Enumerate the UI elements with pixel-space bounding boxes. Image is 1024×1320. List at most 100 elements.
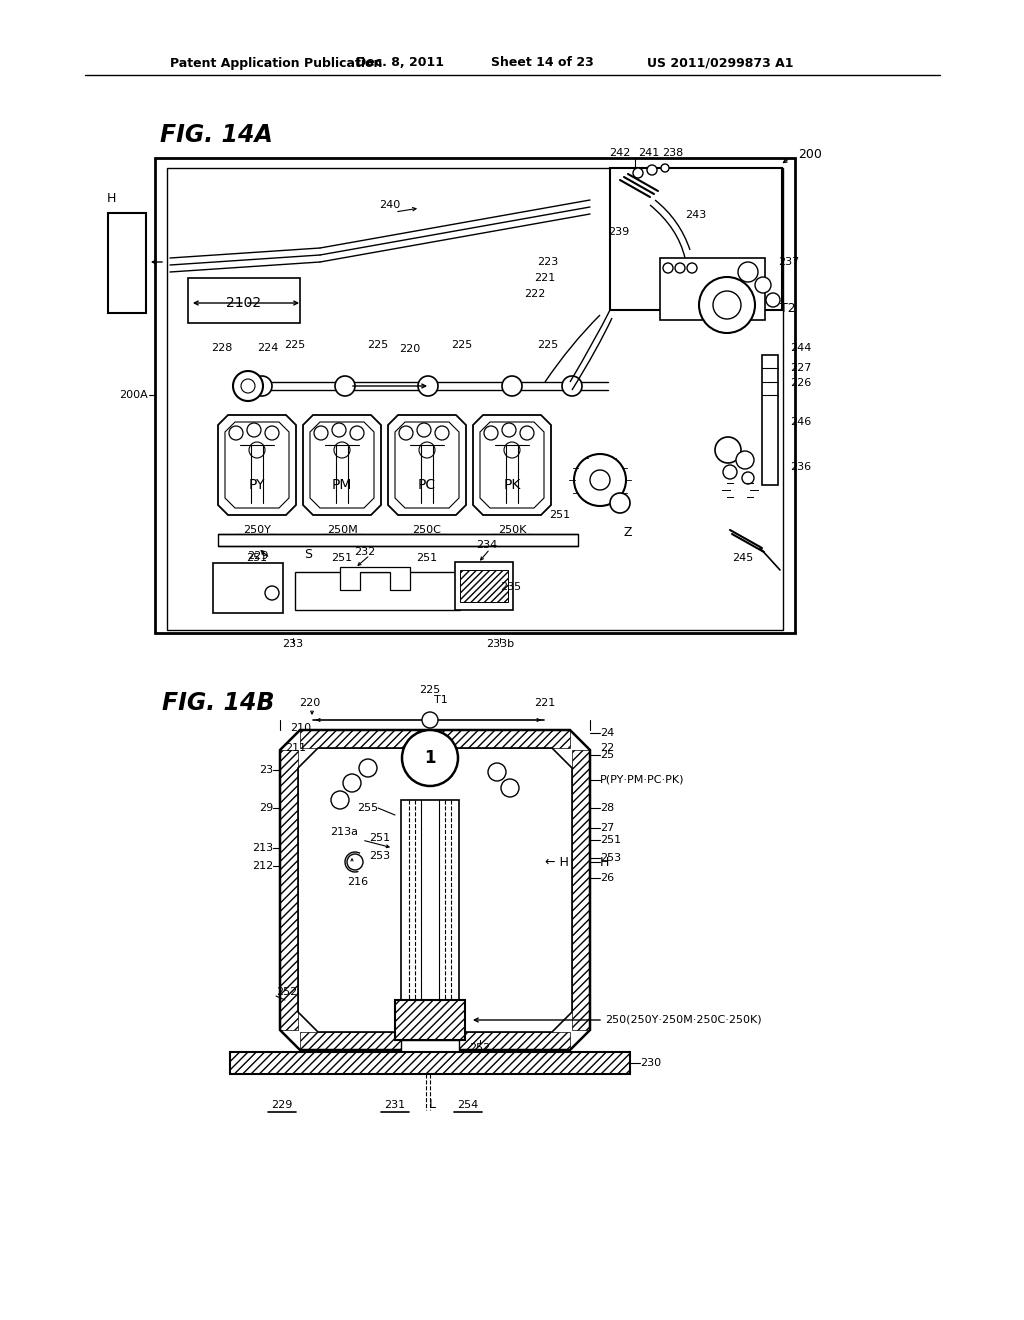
Text: 234: 234 — [476, 540, 498, 550]
Text: 28: 28 — [600, 803, 614, 813]
Text: 253: 253 — [369, 851, 390, 861]
Text: US 2011/0299873 A1: US 2011/0299873 A1 — [647, 57, 794, 70]
Text: T2: T2 — [780, 301, 796, 314]
Circle shape — [590, 470, 610, 490]
Circle shape — [241, 379, 255, 393]
Circle shape — [647, 165, 657, 176]
Text: 222: 222 — [524, 289, 546, 300]
Bar — [167, 168, 783, 630]
Text: 240: 240 — [379, 201, 400, 210]
Text: H: H — [600, 855, 609, 869]
Text: 210: 210 — [290, 723, 311, 733]
Bar — [213, 564, 283, 612]
Bar — [610, 168, 782, 310]
Circle shape — [435, 426, 449, 440]
Text: 232: 232 — [354, 546, 376, 557]
Bar — [108, 213, 146, 313]
Text: Dec. 8, 2011: Dec. 8, 2011 — [356, 57, 444, 70]
Polygon shape — [280, 730, 590, 1049]
Text: PM: PM — [332, 478, 352, 492]
Circle shape — [755, 277, 771, 293]
Text: 246: 246 — [790, 417, 811, 426]
Text: 216: 216 — [347, 876, 369, 887]
Polygon shape — [340, 568, 410, 590]
Bar — [300, 730, 570, 748]
Text: 225: 225 — [538, 341, 559, 350]
Text: H: H — [106, 191, 117, 205]
Circle shape — [488, 763, 506, 781]
Bar — [188, 279, 300, 323]
Polygon shape — [473, 414, 551, 515]
Circle shape — [502, 422, 516, 437]
Text: 26: 26 — [600, 873, 614, 883]
Text: 22: 22 — [600, 743, 614, 752]
Polygon shape — [303, 414, 381, 515]
Text: 237: 237 — [778, 257, 800, 267]
Text: 229: 229 — [271, 1100, 293, 1110]
Circle shape — [713, 290, 741, 319]
Text: 226: 226 — [790, 378, 811, 388]
Text: 250M: 250M — [327, 525, 357, 535]
Text: 230: 230 — [640, 1059, 662, 1068]
Bar — [395, 1001, 465, 1040]
Bar — [660, 257, 765, 319]
Circle shape — [402, 730, 458, 785]
Circle shape — [347, 854, 362, 870]
Polygon shape — [218, 414, 296, 515]
Text: L: L — [428, 1098, 435, 1111]
Circle shape — [742, 473, 754, 484]
Circle shape — [331, 791, 349, 809]
Text: 225: 225 — [285, 341, 305, 350]
Text: 2102: 2102 — [226, 296, 261, 310]
Text: 238: 238 — [663, 148, 684, 158]
Text: 200A: 200A — [119, 389, 148, 400]
Text: 236: 236 — [790, 462, 811, 473]
Text: 245: 245 — [732, 553, 754, 564]
Circle shape — [335, 376, 355, 396]
Text: 233b: 233b — [486, 639, 514, 649]
Circle shape — [736, 451, 754, 469]
Text: 224: 224 — [257, 343, 279, 352]
Bar — [455, 562, 513, 610]
Text: 227: 227 — [790, 363, 811, 374]
Text: 225: 225 — [452, 341, 473, 350]
Circle shape — [417, 422, 431, 437]
Circle shape — [663, 263, 673, 273]
Text: 255: 255 — [357, 803, 378, 813]
Circle shape — [562, 376, 582, 396]
Circle shape — [633, 168, 643, 178]
Text: 212: 212 — [252, 861, 273, 871]
Text: 221: 221 — [535, 273, 556, 282]
Bar — [572, 750, 590, 1030]
Circle shape — [484, 426, 498, 440]
Text: 250(250Y·250M·250C·250K): 250(250Y·250M·250C·250K) — [605, 1015, 762, 1026]
Text: 242: 242 — [608, 148, 630, 158]
Circle shape — [350, 426, 364, 440]
Circle shape — [332, 422, 346, 437]
Bar — [401, 1040, 459, 1052]
Text: 239: 239 — [608, 227, 630, 238]
Circle shape — [699, 277, 755, 333]
Text: PK: PK — [504, 478, 520, 492]
Text: 251: 251 — [247, 553, 267, 564]
Text: 225: 225 — [368, 341, 389, 350]
Text: 241: 241 — [638, 148, 659, 158]
Text: 225: 225 — [420, 685, 440, 696]
Text: Z: Z — [624, 525, 632, 539]
Text: 254: 254 — [458, 1100, 478, 1110]
Bar — [300, 1032, 570, 1049]
Text: T1: T1 — [434, 696, 447, 705]
Circle shape — [252, 376, 272, 396]
Bar — [762, 355, 778, 484]
Circle shape — [723, 465, 737, 479]
Circle shape — [766, 293, 780, 308]
Text: FIG. 14B: FIG. 14B — [162, 690, 274, 715]
Text: 29: 29 — [259, 803, 273, 813]
Text: Sheet 14 of 23: Sheet 14 of 23 — [490, 57, 593, 70]
Polygon shape — [388, 414, 466, 515]
Text: 235: 235 — [500, 582, 521, 591]
Circle shape — [610, 492, 630, 513]
Bar — [218, 535, 578, 546]
Text: 27: 27 — [600, 822, 614, 833]
Text: P(PY·PM·PC·PK): P(PY·PM·PC·PK) — [600, 775, 684, 785]
